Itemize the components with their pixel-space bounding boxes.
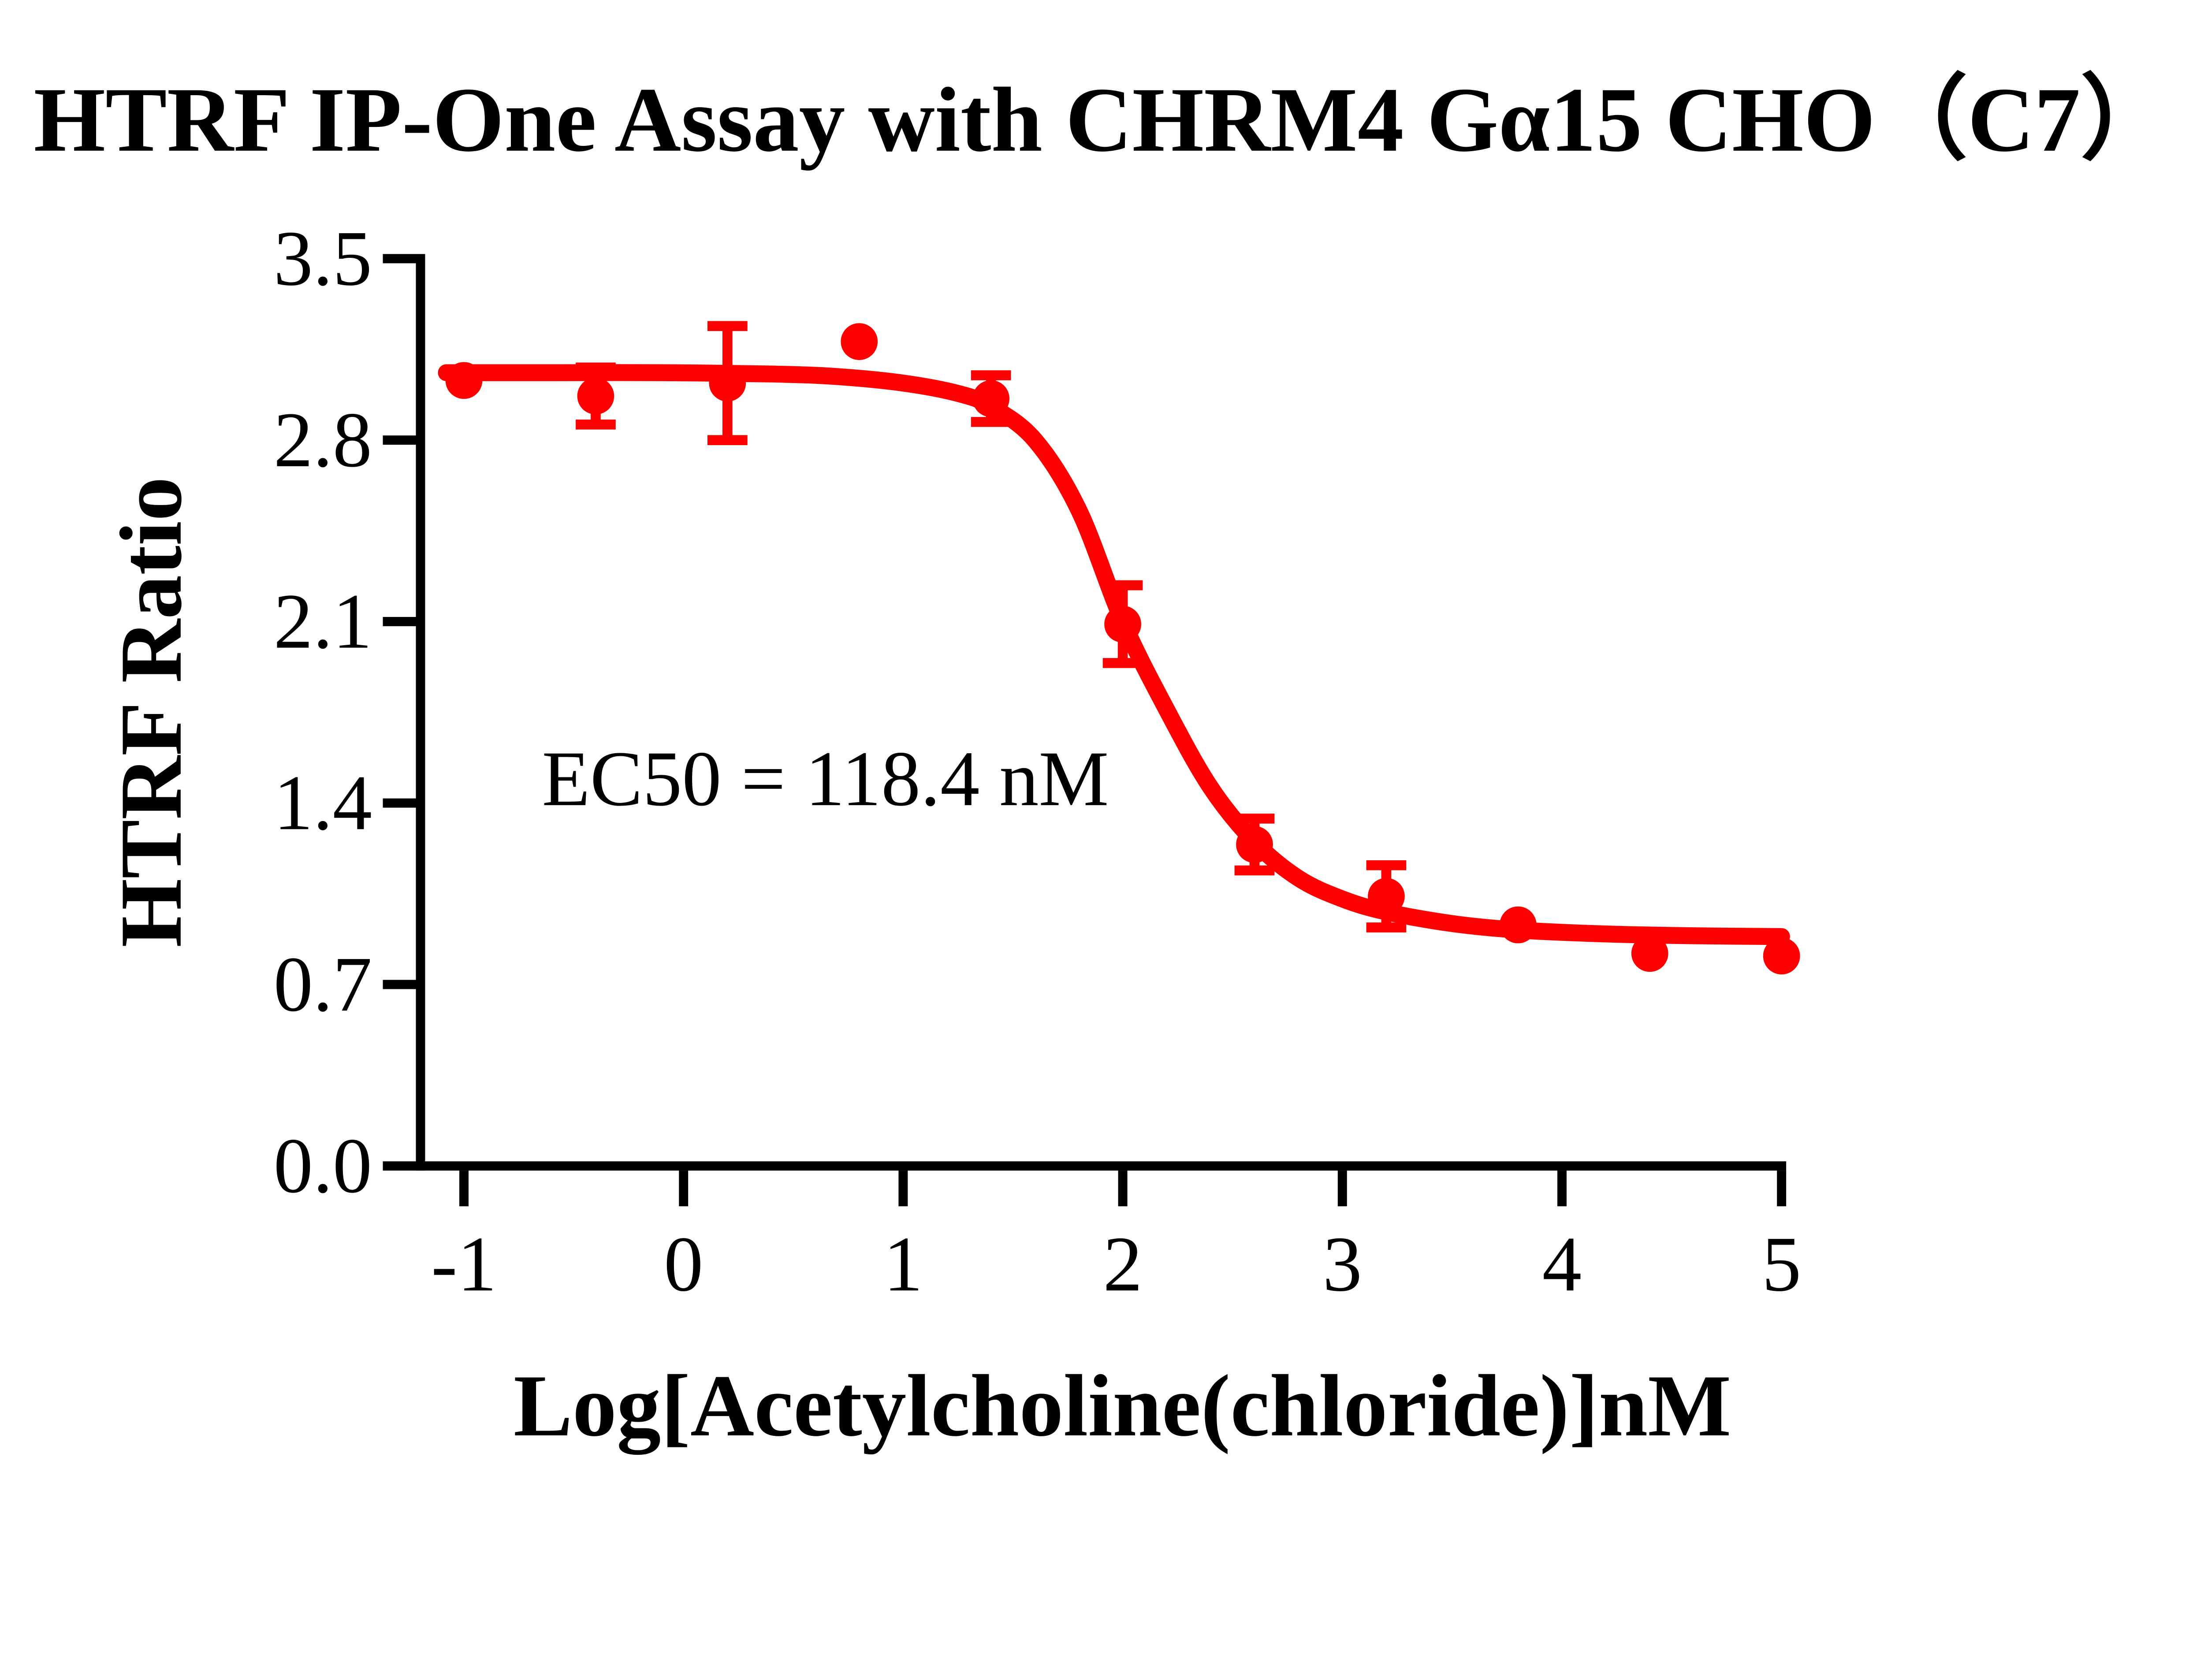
data-point <box>1368 878 1405 915</box>
y-tick-label: 2.1 <box>274 578 372 665</box>
x-tick-labels: -1 0 1 2 3 4 5 <box>431 1220 1801 1308</box>
y-tick-label: 3.5 <box>274 215 372 302</box>
chart-title: HTRF IP-One Assay with CHRM4 Gα15 CHO（C7… <box>34 69 2172 171</box>
data-point <box>841 323 878 360</box>
x-tick-label: 2 <box>1103 1220 1142 1308</box>
y-tick-marks <box>383 254 416 1171</box>
data-point <box>445 362 483 399</box>
chart-frame: HTRF IP-One Assay with CHRM4 Gα15 CHO（C7… <box>34 69 2173 1455</box>
y-tick-label: 2.8 <box>274 396 372 483</box>
fit-curve <box>438 364 1790 945</box>
y-tick-label: 0.7 <box>274 940 372 1028</box>
y-axis-title: HTRF Ratio <box>102 477 200 948</box>
x-axis-title: Log[Acetylcholine(chloride)]nM <box>514 1357 1731 1455</box>
data-point <box>1763 937 1800 975</box>
data-point <box>709 364 746 402</box>
x-tick-label: -1 <box>431 1220 497 1308</box>
x-tick-label: 5 <box>1762 1220 1801 1308</box>
x-tick-label: 0 <box>664 1220 703 1308</box>
data-points <box>445 323 1800 975</box>
data-point <box>1104 606 1141 643</box>
x-tick-marks <box>459 1171 1787 1207</box>
x-tick-label: 3 <box>1323 1220 1362 1308</box>
data-point <box>1236 826 1273 863</box>
data-point <box>972 380 1010 417</box>
y-tick-labels: 0.0 0.7 1.4 2.1 2.8 3.5 <box>274 215 372 1209</box>
y-tick-label: 1.4 <box>274 759 372 846</box>
data-point <box>1631 935 1668 972</box>
ec50-annotation: EC50 = 118.4 nM <box>542 735 1109 822</box>
data-point <box>577 377 614 415</box>
data-point <box>1499 906 1537 944</box>
x-tick-label: 4 <box>1542 1220 1582 1308</box>
y-tick-label: 0.0 <box>274 1122 372 1209</box>
x-tick-label: 1 <box>883 1220 923 1308</box>
dose-response-chart: HTRF IP-One Assay with CHRM4 Gα15 CHO（C7… <box>34 69 2173 1455</box>
